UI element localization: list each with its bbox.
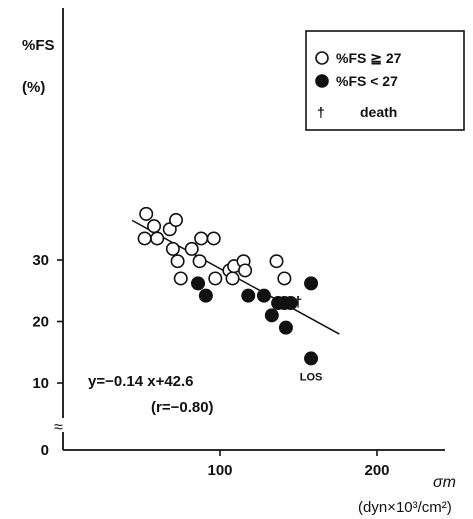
y-tick-label: 30 [32,252,49,269]
axis-ticks: 0 10 20 30 100 200 [32,252,389,479]
legend-box [305,30,465,131]
legend-open-circle-icon [315,51,329,65]
legend: %FS ≧ 27 %FS < 27 † death [305,30,465,131]
data-point-low-fs [264,308,279,323]
data-point-high-fs [147,219,162,234]
data-point-high-fs [206,231,221,246]
data-point-low-fs [198,288,213,303]
y-tick-label: 0 [41,442,49,459]
regression-equation: y=−0.14 x+42.6 [88,373,194,390]
death-dagger-marker: † [294,294,302,311]
data-point-high-fs [194,231,209,246]
data-point-low-fs [241,288,256,303]
data-point-high-fs [169,213,184,228]
x-tick-label: 200 [364,462,389,479]
data-point-low-fs [191,276,206,291]
y-axis-label: %FS [22,37,55,54]
data-point-high-fs [173,271,188,286]
legend-label-death: death [360,104,397,120]
legend-label-fs-lt-27: %FS < 27 [336,73,398,89]
data-point-low-fs [283,296,298,311]
data-point-high-fs [170,254,185,269]
x-tick-label: 100 [207,462,232,479]
data-point-high-fs [192,254,207,269]
data-point-high-fs [225,271,240,286]
data-point-high-fs [269,254,284,269]
point-annotation-los: LOS [300,371,323,383]
legend-filled-circle-icon [315,74,329,88]
data-point-high-fs [165,241,180,256]
axis-break-symbol: ≈ [54,419,63,436]
y-axis-unit: (%) [22,79,45,96]
data-point-high-fs [150,231,165,246]
y-tick-label: 10 [32,375,49,392]
legend-dagger-icon: † [317,104,325,120]
data-point-high-fs [139,206,154,221]
data-point-low-fs [304,351,319,366]
regression-r-value: (r=−0.80) [151,399,214,416]
data-point-high-fs [208,271,223,286]
y-tick-label: 20 [32,314,49,331]
data-point-high-fs [238,263,253,278]
data-point-low-fs [304,276,319,291]
data-point-high-fs [184,241,199,256]
data-points: † LOS [137,206,323,383]
data-point-high-fs [137,231,152,246]
data-point-low-fs [256,288,271,303]
legend-label-fs-ge-27: %FS ≧ 27 [336,50,402,66]
x-axis-label: σm [433,474,456,491]
x-axis-unit: (dyn×10³/cm²) [358,499,452,516]
data-point-high-fs [277,271,292,286]
axes [62,8,445,451]
data-point-low-fs [278,320,293,335]
